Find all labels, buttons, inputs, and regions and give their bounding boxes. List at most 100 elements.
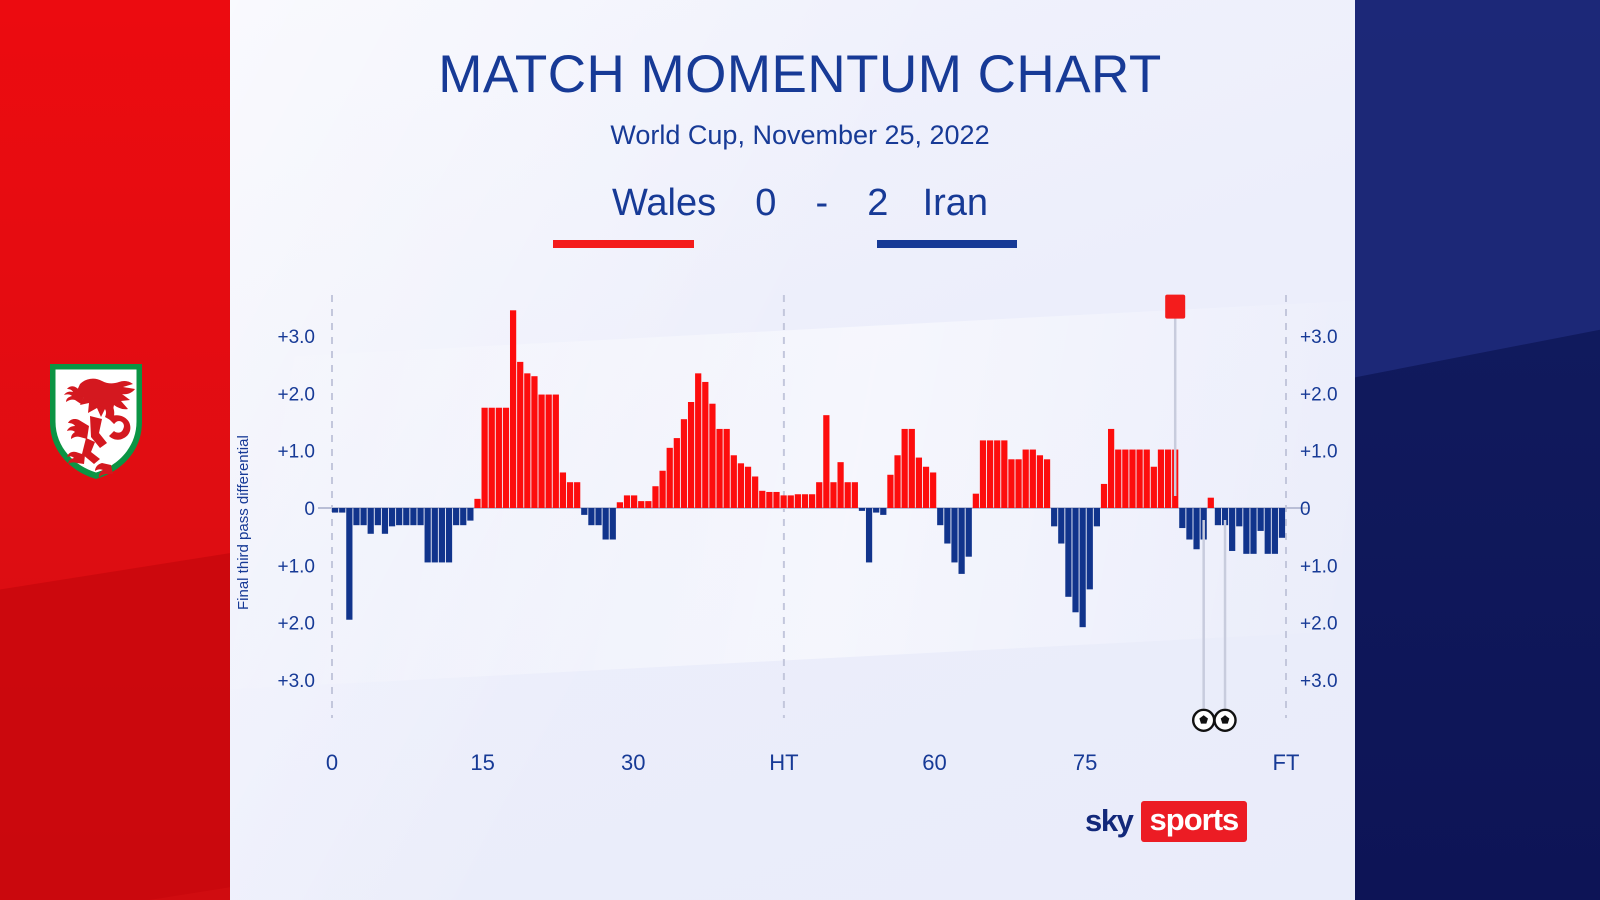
momentum-bar: [1086, 508, 1093, 590]
momentum-bar: [381, 508, 389, 534]
y-axis-tick-label: +1.0: [277, 442, 315, 463]
momentum-bar: [595, 508, 602, 526]
y-axis-tick-label: +1.0: [1300, 556, 1338, 577]
momentum-bar: [559, 472, 567, 508]
momentum-bar: [346, 508, 353, 620]
momentum-bar: [1186, 508, 1193, 540]
momentum-bar: [730, 455, 737, 508]
momentum-bar: [766, 491, 773, 508]
momentum-bar: [816, 482, 823, 508]
y-axis-tick-label: +3.0: [277, 327, 315, 348]
momentum-bar: [851, 482, 858, 508]
momentum-bar: [623, 495, 631, 508]
y-axis-tick-label: +3.0: [1300, 327, 1338, 348]
x-axis-tick-label: 30: [621, 750, 645, 775]
away-team-color-underline: [877, 240, 1017, 248]
momentum-bar: [915, 457, 923, 508]
chart-bars: [332, 310, 1286, 628]
momentum-bar: [1129, 449, 1136, 508]
momentum-bar: [616, 502, 623, 508]
momentum-bar: [1179, 508, 1186, 529]
momentum-bar: [979, 440, 987, 508]
momentum-bar: [1058, 508, 1065, 544]
momentum-bar: [602, 508, 609, 540]
momentum-bar: [431, 508, 438, 563]
momentum-bar: [1157, 449, 1165, 508]
momentum-bar: [794, 494, 801, 508]
momentum-bar: [1100, 483, 1108, 508]
chart-event-markers: [1165, 294, 1237, 732]
momentum-bar: [972, 493, 979, 508]
momentum-bar: [780, 495, 787, 508]
away-team-name: Iran: [922, 182, 989, 224]
momentum-bar: [566, 482, 574, 508]
y-axis-tick-label: +1.0: [1300, 442, 1338, 463]
away-team-panel: فدراسيون فوتبال IRAN FOOTBALL FEDERATION…: [1355, 0, 1600, 900]
momentum-bar: [1143, 449, 1150, 508]
momentum-bar: [759, 490, 766, 508]
momentum-bar: [1164, 449, 1172, 508]
momentum-bar: [865, 508, 873, 563]
momentum-bar: [823, 415, 830, 508]
momentum-bar: [702, 381, 709, 508]
momentum-bar: [944, 508, 951, 544]
momentum-bar: [1278, 508, 1286, 538]
momentum-bar: [1236, 508, 1243, 527]
page-subtitle: World Cup, November 25, 2022: [610, 120, 990, 150]
momentum-bar: [445, 508, 453, 563]
momentum-bar: [531, 376, 538, 508]
away-score: 2: [867, 182, 889, 224]
momentum-bar: [1093, 508, 1100, 527]
momentum-bar: [460, 508, 467, 526]
momentum-bar: [545, 394, 552, 508]
x-axis-tick-label: 15: [470, 750, 494, 775]
momentum-bar: [1065, 508, 1072, 597]
momentum-bar: [666, 447, 673, 508]
momentum-bar: [410, 508, 417, 526]
momentum-bar: [809, 494, 816, 508]
sky-sports-logo: sky sports: [1085, 800, 1248, 842]
momentum-bar: [474, 498, 481, 508]
momentum-bar: [1115, 449, 1122, 508]
page-title: MATCH MOMENTUM CHART: [438, 45, 1162, 104]
momentum-bar: [1051, 508, 1058, 527]
momentum-bar: [1250, 508, 1257, 554]
momentum-bar: [517, 361, 524, 508]
y-axis-tick-label: +2.0: [1300, 384, 1338, 405]
momentum-bar: [609, 508, 616, 540]
momentum-bar: [908, 428, 915, 508]
momentum-bar: [837, 462, 844, 508]
momentum-bar: [574, 482, 581, 508]
momentum-bar: [1136, 449, 1143, 508]
momentum-bar: [1043, 459, 1051, 508]
momentum-bar: [687, 402, 695, 508]
momentum-bar: [951, 508, 958, 563]
x-axis-tick-label: 75: [1073, 750, 1097, 775]
y-axis-title: Final third pass differential: [235, 435, 252, 610]
momentum-bar: [673, 438, 680, 508]
momentum-bar: [1264, 508, 1271, 554]
momentum-bar: [1150, 466, 1157, 508]
momentum-bar: [723, 428, 730, 508]
momentum-bar: [1036, 455, 1044, 508]
x-axis-tick-label: HT: [769, 750, 798, 775]
momentum-bar: [453, 508, 460, 526]
momentum-bar: [994, 440, 1001, 508]
momentum-bar: [1271, 508, 1278, 554]
momentum-bar: [495, 407, 502, 508]
momentum-bar: [1072, 508, 1079, 613]
momentum-bar: [1214, 508, 1222, 526]
momentum-bar: [332, 508, 339, 513]
momentum-bar: [858, 508, 866, 511]
momentum-bar: [403, 508, 410, 526]
momentum-bar: [1001, 440, 1008, 508]
momentum-bar: [965, 508, 972, 557]
momentum-bar: [1257, 508, 1264, 531]
momentum-bar: [488, 407, 495, 508]
x-axis-tick-label: 60: [922, 750, 946, 775]
momentum-bar: [538, 394, 545, 508]
momentum-bar: [388, 508, 396, 527]
goal-football-icon: [1213, 708, 1237, 732]
momentum-bar: [417, 508, 424, 526]
y-axis-left-labels: +3.0 +2.0 +1.0 0 +1.0 +2.0 +3.0: [277, 327, 315, 692]
